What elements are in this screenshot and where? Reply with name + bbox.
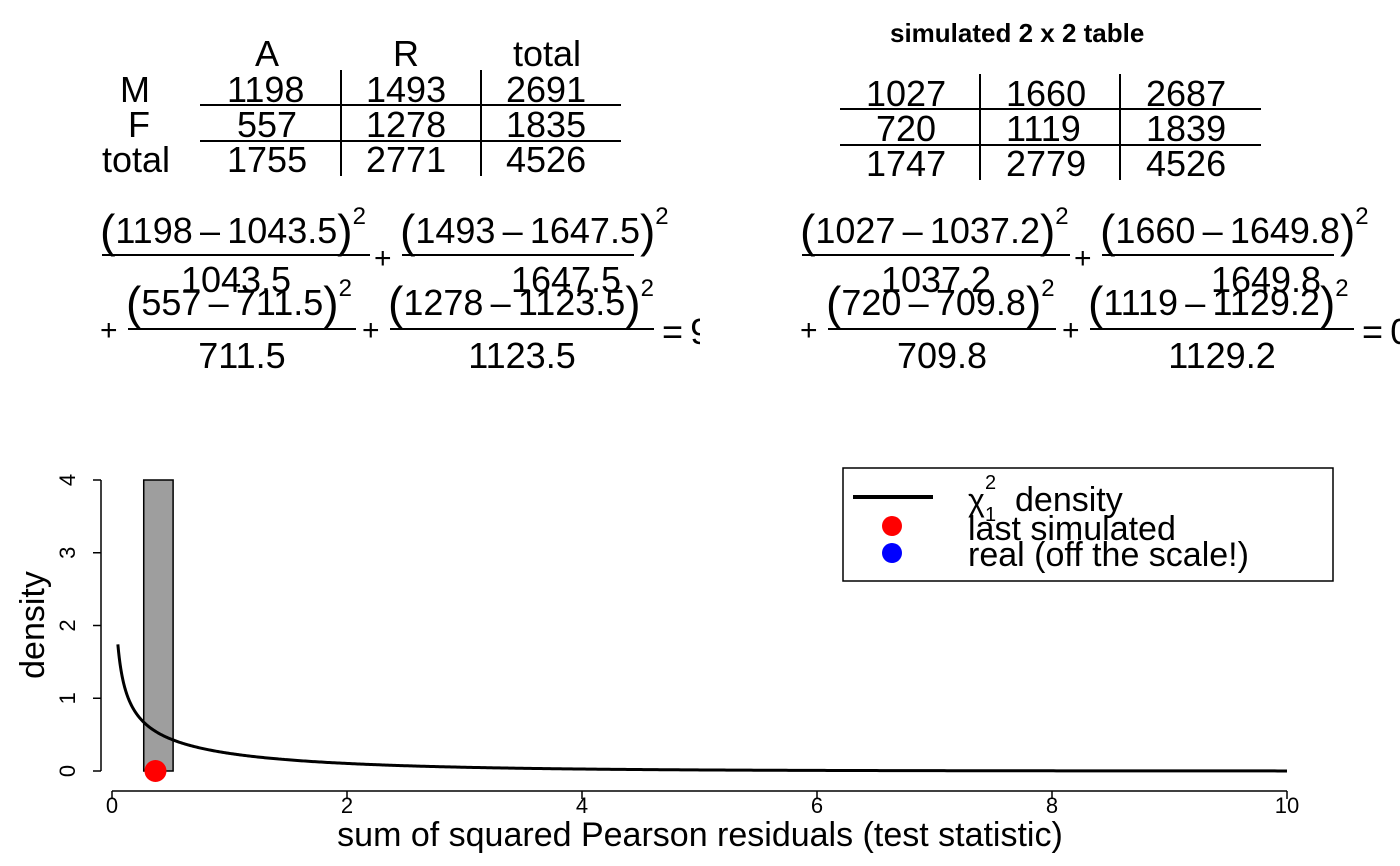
legend-chi-power: 2 — [985, 472, 996, 494]
legend-blue-dot — [882, 543, 902, 563]
obs-row-header-f: F — [128, 104, 150, 145]
legend-chi-df: 1 — [985, 504, 996, 526]
obs-col-header-r: R — [393, 33, 419, 74]
fraction-bar — [128, 328, 356, 330]
y-axis-ticks: 0 1 2 3 4 — [55, 474, 101, 777]
obs-cell: 1755 — [227, 139, 308, 180]
eq-term-denominator: 1123.5 — [468, 335, 576, 376]
x-tick-label: 8 — [1046, 793, 1058, 818]
sim-col-divider — [1119, 74, 1121, 180]
sim-cell: 1660 — [1006, 73, 1087, 114]
legend-label: real (off the scale!) — [968, 536, 1249, 574]
x-tick-label: 6 — [811, 793, 823, 818]
obs-row-header-total: total — [102, 139, 171, 180]
simulated-chi-square-equation: (1027 – 1037.2)2 1037.2 + (1660 – 1649.8… — [796, 196, 1400, 380]
obs-cell: 557 — [237, 104, 298, 145]
legend-chi-symbol: χ — [968, 482, 985, 518]
sim-cell: 720 — [876, 108, 937, 149]
obs-cell: 2771 — [366, 139, 447, 180]
sim-cell: 4526 — [1146, 143, 1227, 184]
fraction-bar — [828, 328, 1056, 330]
plus-sign: + — [800, 314, 818, 347]
obs-cell: 1835 — [506, 104, 587, 145]
eq-term-numerator: (1278 – 1123.5)2 — [388, 275, 654, 329]
sim-col-divider — [979, 74, 981, 180]
fraction-bar — [402, 254, 634, 256]
points-layer — [144, 760, 167, 782]
y-tick-label: 2 — [55, 619, 80, 631]
obs-col-header-total: total — [513, 33, 582, 74]
y-tick-label: 4 — [55, 474, 80, 486]
plus-sign: + — [362, 314, 380, 347]
obs-row-header-m: M — [120, 69, 150, 110]
histogram-bars — [142, 479, 174, 772]
sim-rule — [840, 144, 1261, 146]
y-tick-label: 1 — [55, 692, 80, 704]
sim-rule — [840, 108, 1261, 110]
eq-term-numerator: (720 – 709.8)2 — [826, 275, 1055, 329]
last-simulated-point — [144, 760, 167, 782]
fraction-bar — [390, 328, 654, 330]
plus-sign: + — [100, 314, 118, 347]
y-tick-label: 0 — [55, 765, 80, 777]
obs-cell: 4526 — [506, 139, 587, 180]
legend-box — [842, 467, 1334, 582]
legend-label: density — [1015, 481, 1123, 519]
sim-cell: 1119 — [1006, 108, 1081, 149]
x-tick-label: 0 — [106, 793, 118, 818]
fraction-bar — [1102, 254, 1334, 256]
obs-rule — [200, 140, 621, 142]
plus-sign: + — [374, 242, 392, 275]
sim-cell: 1839 — [1146, 108, 1227, 149]
x-axis-label: sum of squared Pearson residuals (test s… — [337, 816, 1063, 854]
eq-term-denominator: 711.5 — [198, 335, 286, 376]
equals-result: = 0 — [1362, 311, 1400, 352]
x-tick-label: 10 — [1275, 793, 1299, 818]
eq-term-denominator: 709.8 — [896, 335, 988, 376]
plus-sign: + — [1062, 314, 1080, 347]
fraction-bar — [102, 254, 370, 256]
fraction-bar — [1090, 328, 1354, 330]
eq-term-numerator: (1119 – 1129.2)2 — [1088, 275, 1349, 329]
obs-col-divider — [340, 70, 342, 176]
legend: χ 1 2 density last simulated real (off t… — [842, 467, 1334, 582]
eq-term-numerator: (1198 – 1043.5)2 — [100, 203, 366, 257]
x-tick-label: 4 — [576, 793, 588, 818]
y-tick-label: 3 — [55, 547, 80, 559]
histogram-bar — [142, 479, 174, 772]
obs-cell: 2691 — [506, 69, 587, 110]
fraction-bar — [802, 254, 1070, 256]
observed-chi-square-equation: (1198 – 1043.5)2 1043.5 + (1493 – 1647.5… — [96, 196, 700, 380]
obs-cell: 1493 — [366, 69, 447, 110]
eq-term-denominator: 1649.8 — [1210, 259, 1322, 300]
sim-cell: 2779 — [1006, 143, 1087, 184]
sim-cell: 1747 — [866, 143, 947, 184]
y-axis-label: density — [14, 571, 52, 679]
density-curve — [116, 644, 1287, 773]
x-tick-label: 2 — [341, 793, 353, 818]
legend-label: last simulated — [968, 510, 1176, 548]
legend-red-dot — [882, 516, 902, 536]
simulated-table-title: simulated 2 x 2 table — [890, 18, 1145, 48]
eq-term-denominator: 1037.2 — [880, 259, 992, 300]
obs-cell: 1278 — [366, 104, 447, 145]
eq-term-denominator: 1129.2 — [1168, 335, 1276, 376]
obs-col-divider — [480, 70, 482, 176]
eq-term-denominator: 1647.5 — [510, 259, 622, 300]
eq-term-numerator: (557 – 711.5)2 — [126, 275, 352, 329]
sim-cell: 1027 — [866, 73, 947, 114]
x-axis-ticks: 0 2 4 6 8 10 — [106, 791, 1299, 818]
eq-term-numerator: (1027 – 1037.2)2 — [800, 203, 1069, 257]
eq-term-numerator: (1493 – 1647.5)2 — [400, 203, 669, 257]
eq-term-numerator: (1660 – 1649.8)2 — [1100, 203, 1369, 257]
obs-cell: 1198 — [227, 69, 305, 110]
equals-result: = 9 — [662, 311, 700, 352]
eq-term-denominator: 1043.5 — [180, 259, 292, 300]
obs-col-header-a: A — [255, 33, 280, 74]
sim-cell: 2687 — [1146, 73, 1227, 114]
obs-rule — [200, 104, 621, 106]
plus-sign: + — [1074, 242, 1092, 275]
